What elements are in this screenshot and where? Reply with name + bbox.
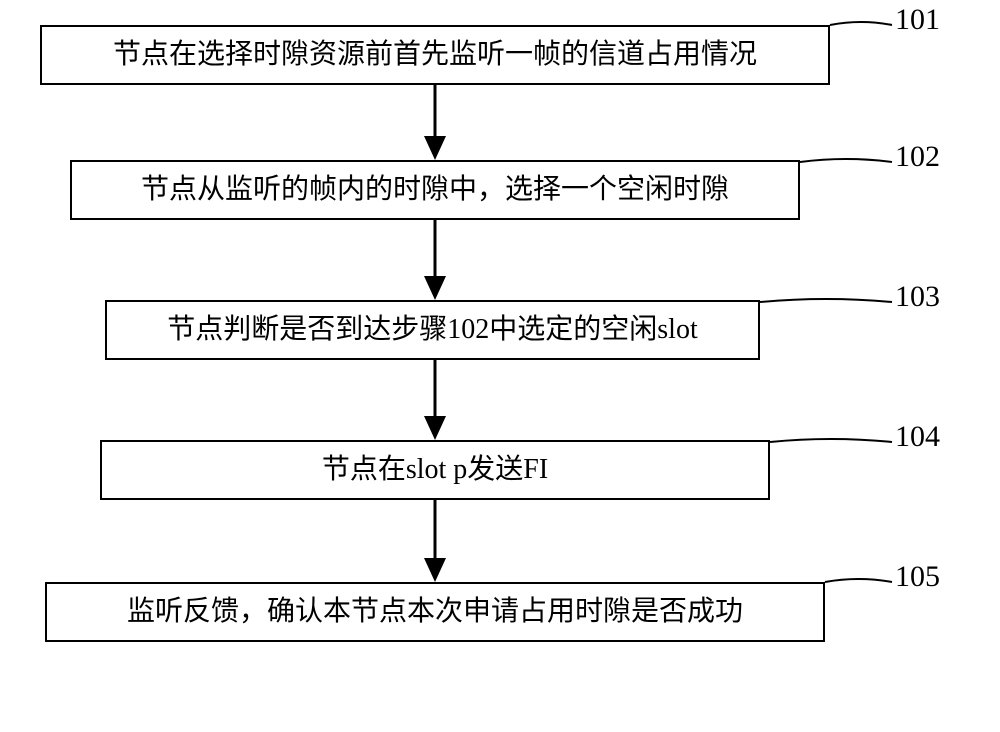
- flow-node-n102: 节点从监听的帧内的时隙中，选择一个空闲时隙: [70, 160, 800, 220]
- flow-node-n104: 节点在slot p发送FI: [100, 440, 770, 500]
- arrow-n102-n103: [422, 220, 448, 302]
- flow-node-text-n101: 节点在选择时隙资源前首先监听一帧的信道占用情况: [113, 38, 757, 72]
- flowchart-canvas: 节点在选择时隙资源前首先监听一帧的信道占用情况节点从监听的帧内的时隙中，选择一个…: [0, 0, 1000, 732]
- flow-node-text-n103: 节点判断是否到达步骤102中选定的空闲slot: [167, 313, 697, 347]
- leader-line-n105: [825, 580, 896, 585]
- leader-line-n103: [760, 300, 896, 305]
- step-label-101: 101: [895, 3, 940, 37]
- arrow-n103-n104: [422, 360, 448, 442]
- arrow-n101-n102: [422, 85, 448, 162]
- flow-node-text-n104: 节点在slot p发送FI: [322, 453, 548, 487]
- leader-line-n104: [770, 440, 896, 445]
- step-label-103: 103: [895, 280, 940, 314]
- step-label-104: 104: [895, 420, 940, 454]
- step-label-105: 105: [895, 560, 940, 594]
- step-label-102: 102: [895, 140, 940, 174]
- flow-node-n105: 监听反馈，确认本节点本次申请占用时隙是否成功: [45, 582, 825, 642]
- flow-node-n103: 节点判断是否到达步骤102中选定的空闲slot: [105, 300, 760, 360]
- flow-node-text-n105: 监听反馈，确认本节点本次申请占用时隙是否成功: [127, 595, 743, 629]
- leader-line-n101: [830, 23, 896, 28]
- flow-node-n101: 节点在选择时隙资源前首先监听一帧的信道占用情况: [40, 25, 830, 85]
- leader-line-n102: [800, 160, 896, 165]
- flow-node-text-n102: 节点从监听的帧内的时隙中，选择一个空闲时隙: [141, 173, 729, 207]
- arrow-n104-n105: [422, 500, 448, 584]
